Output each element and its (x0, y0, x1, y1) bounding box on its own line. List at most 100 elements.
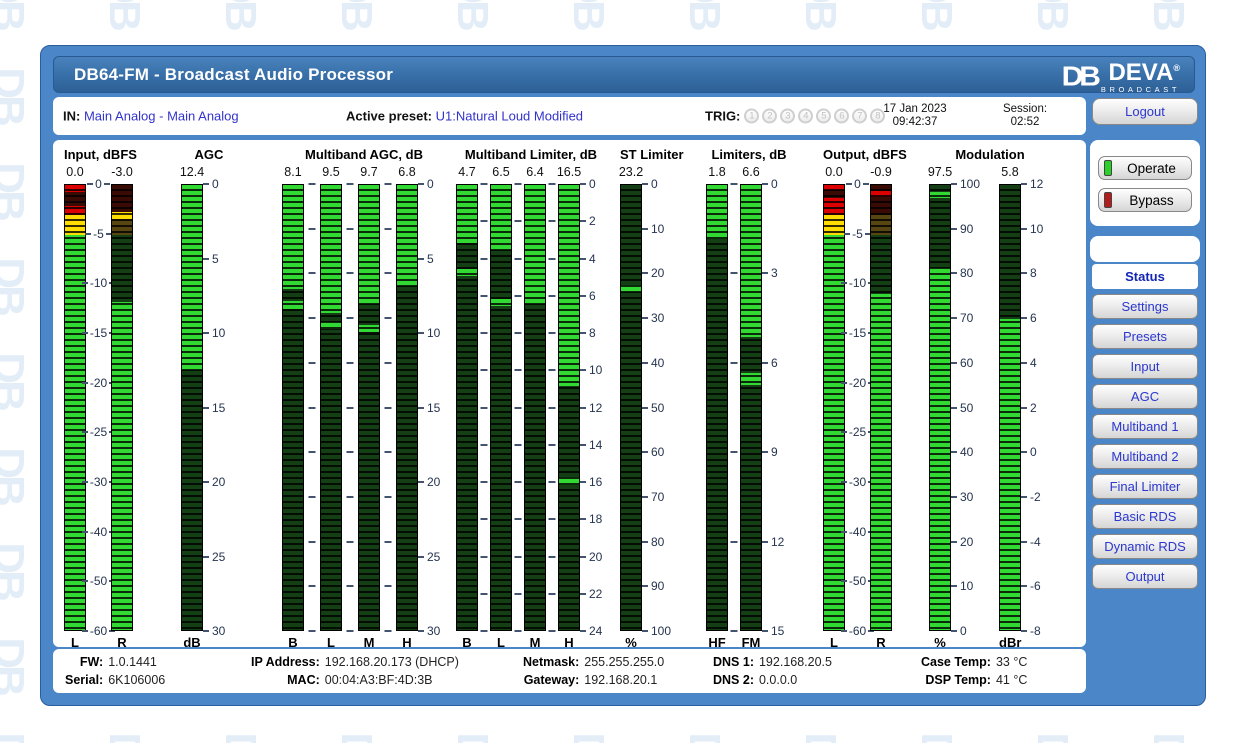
watermark-logo: DB (0, 447, 33, 503)
meter-zone-dimred (871, 196, 891, 215)
meter-zone-dimgreen (930, 185, 950, 192)
meter-zone-green (359, 325, 379, 333)
trig-button-1[interactable]: 1 (744, 108, 760, 124)
tick-dash (514, 220, 522, 223)
watermark-logo: DB (447, 732, 497, 743)
scale-label: -5 (852, 226, 863, 241)
trig-button-3[interactable]: 3 (780, 108, 796, 124)
footer-bar: FW: 1.0.1441 Serial: 6K106006 IP Address: 192… (53, 649, 1086, 693)
tick-dash (642, 495, 648, 498)
meter-group-modulation: Modulation 97.5% 100 90 80 70 60 50 40 30 20 10 0 5.8… (928, 147, 1051, 650)
meter-zone-dimgreen (457, 242, 477, 269)
scale-label: 14 (589, 437, 603, 452)
trig-button-2[interactable]: 2 (762, 108, 778, 124)
meter-zone-green (491, 185, 511, 251)
meter-channel-label: M (363, 635, 375, 650)
tick-dash (548, 257, 556, 260)
watermark-logo: DB (0, 352, 33, 408)
footer-value: 192.168.20.5 (758, 655, 832, 669)
trig-button-5[interactable]: 5 (816, 108, 832, 124)
meter-bar-output-r: -0.9 R (870, 165, 892, 650)
meter-channel-label: dBr (999, 635, 1022, 650)
scale-label: 30 (427, 624, 441, 638)
tick-dash (384, 183, 392, 185)
meter-title-agc: AGC (194, 147, 224, 162)
menu-item-input[interactable]: Input (1092, 354, 1198, 379)
meter-value: 0.0 (66, 165, 84, 179)
scale-label: 25 (427, 549, 441, 564)
menu-item-status[interactable]: Status (1092, 264, 1198, 289)
operate-bypass-panel: Operate Bypass (1090, 140, 1200, 226)
deva-logo: DB DEVA® BROADCAST (1062, 60, 1180, 94)
meter-ticks (342, 183, 358, 632)
trig-button-4[interactable]: 4 (798, 108, 814, 124)
menu-item-settings[interactable]: Settings (1092, 294, 1198, 319)
meter-channel-label: R (117, 635, 127, 650)
scale-label: 90 (960, 221, 974, 236)
meter-zone-green (112, 302, 132, 630)
meter-ticks (546, 183, 558, 632)
scale-label: 6 (771, 355, 778, 370)
meter-zone-green (930, 267, 950, 630)
tick-dash (951, 630, 957, 632)
tick-dash (730, 451, 738, 454)
tick-dash (384, 585, 392, 588)
scale-label: 10 (589, 363, 603, 378)
tick-dash (951, 585, 957, 588)
footer-label: MAC: (287, 673, 320, 687)
tick-dash (1021, 540, 1027, 543)
tick-dash (308, 540, 316, 543)
meter-scale: 0 3 6 9 12 15 (762, 177, 792, 638)
menu-item-agc[interactable]: AGC (1092, 384, 1198, 409)
tick-dash (642, 630, 648, 632)
tick-dash (480, 369, 488, 372)
tick-dash (384, 451, 392, 454)
watermark-logo: DB (215, 732, 265, 743)
tick-dash (548, 369, 556, 372)
tick-dash (642, 183, 648, 185)
trig-button-6[interactable]: 6 (834, 108, 850, 124)
watermark-logo: DB (1027, 732, 1077, 743)
meter-zone-dimgreen (283, 308, 303, 630)
tick-dash (548, 630, 556, 632)
meter-channel-label: FM (741, 635, 761, 650)
meter-zone-green (621, 285, 641, 293)
meter-gap (984, 184, 999, 631)
menu-item-multiband-1[interactable]: Multiband 1 (1092, 414, 1198, 439)
meter-value: 5.8 (1001, 165, 1019, 179)
scale-label: 24 (589, 624, 603, 638)
meter-value: 12.4 (179, 165, 205, 179)
footer-value: 255.255.255.0 (584, 655, 665, 669)
logout-button[interactable]: Logout (1092, 98, 1198, 125)
meter-zone-dimgreen (621, 292, 641, 630)
menu-item-final-limiter[interactable]: Final Limiter (1092, 474, 1198, 499)
footer-label: FW: (79, 655, 104, 669)
tick-dash (840, 282, 847, 285)
header-bar: DB64-FM - Broadcast Audio Processor DB D… (53, 56, 1195, 93)
tick-dash (308, 361, 316, 364)
tick-dash (480, 555, 488, 558)
tick-dash (580, 406, 586, 409)
tick-dash (480, 518, 488, 521)
meter-zone-dimgreen (457, 276, 477, 630)
tick-dash (480, 257, 488, 260)
menu-item-presets[interactable]: Presets (1092, 324, 1198, 349)
tick-dash (514, 369, 522, 372)
menu-item-multiband-2[interactable]: Multiband 2 (1092, 444, 1198, 469)
tick-dash (951, 317, 957, 320)
tick-dash (308, 451, 316, 454)
trig-button-7[interactable]: 7 (852, 108, 868, 124)
bypass-button[interactable]: Bypass (1098, 188, 1192, 212)
menu-item-output[interactable]: Output (1092, 564, 1198, 589)
trig-button-8[interactable]: 8 (870, 108, 886, 124)
watermark-logo: DB (563, 0, 613, 28)
operate-button[interactable]: Operate (1098, 156, 1192, 180)
tick-dash (762, 361, 768, 364)
menu-item-basic-rds[interactable]: Basic RDS (1092, 504, 1198, 529)
watermark-logo: DB (0, 637, 33, 693)
menu-item-dynamic-rds[interactable]: Dynamic RDS (1092, 534, 1198, 559)
scale-label: -30 (848, 475, 867, 489)
meter-scale: 0 5 10 15 20 25 30 (203, 177, 237, 638)
meter-bar-mb-limiter-b: 4.7 B (456, 165, 478, 650)
meter-scale: 100 90 80 70 60 50 40 30 20 10 0 (951, 177, 984, 638)
